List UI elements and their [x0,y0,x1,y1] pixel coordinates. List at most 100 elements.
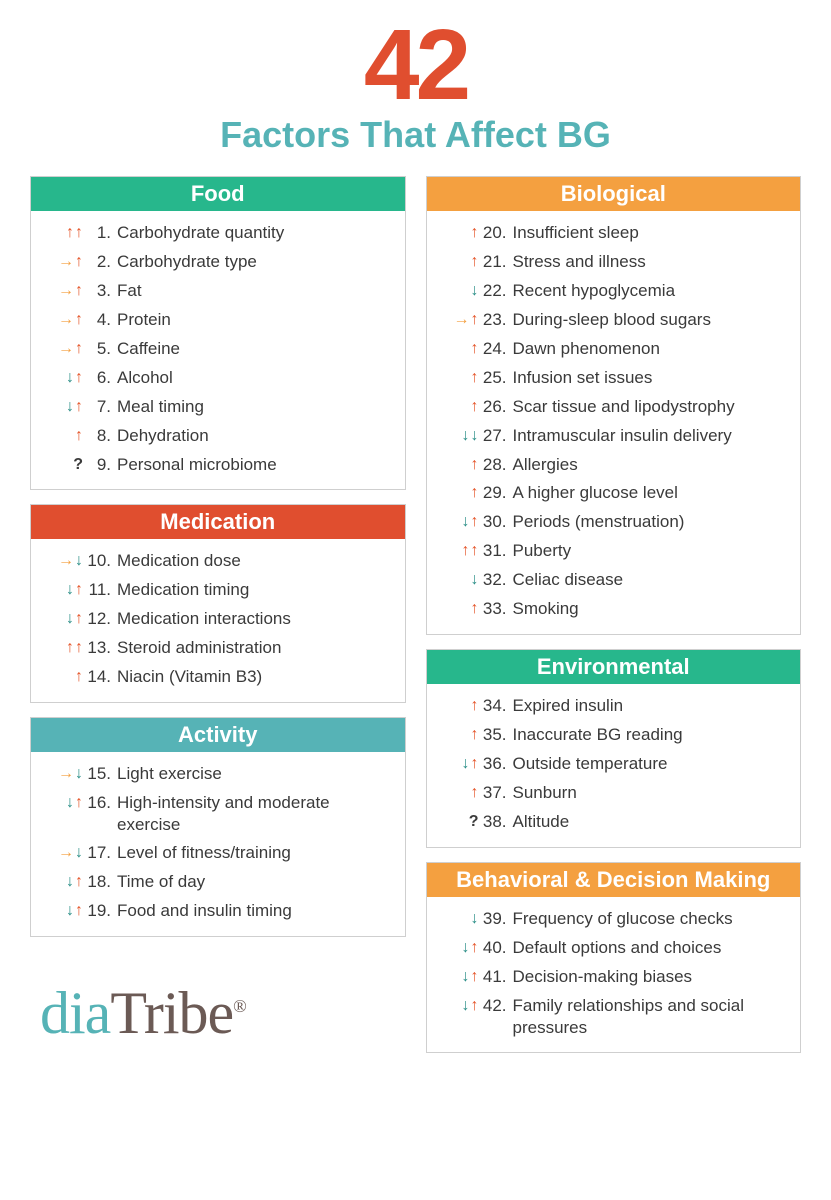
item-label: Medication timing [117,579,395,601]
section-items: →↓10.Medication dose↓↑11.Medication timi… [31,539,405,702]
item-number: 36. [479,753,513,776]
item-number: 31. [479,540,513,563]
big-number: 42 [30,20,801,110]
arrows: ↑ [41,425,83,447]
down-icon: ↓ [66,871,74,893]
item-label: Inaccurate BG reading [513,724,791,746]
arrows: ↑ [437,724,479,746]
arrows: ↓↑ [41,900,83,922]
item-number: 12. [83,608,117,631]
down-icon: ↓ [66,579,74,601]
up-icon: ↑ [471,511,479,533]
down-icon: ↓ [471,425,479,447]
item-label: Alcohol [117,367,395,389]
question-icon: ? [73,454,83,476]
arrows: ↓↑ [41,396,83,418]
item-number: 21. [479,251,513,274]
list-item: ↑20.Insufficient sleep [437,219,791,248]
section: Food↑↑1.Carbohydrate quantity→↑2.Carbohy… [30,176,406,490]
left-column: Food↑↑1.Carbohydrate quantity→↑2.Carbohy… [30,176,406,1053]
list-item: ↓32.Celiac disease [437,566,791,595]
arrows: ↑ [437,454,479,476]
item-number: 29. [479,482,513,505]
section: Medication→↓10.Medication dose↓↑11.Medic… [30,504,406,703]
item-number: 10. [83,550,117,573]
item-number: 5. [83,338,117,361]
section-header: Activity [31,718,405,752]
list-item: ↓↑40.Default options and choices [437,934,791,963]
up-icon: ↑ [75,367,83,389]
item-number: 18. [83,871,117,894]
list-item: ↑28.Allergies [437,451,791,480]
arrows: →↑ [41,338,83,360]
section-items: ↑20.Insufficient sleep↑21.Stress and ill… [427,211,801,634]
item-number: 26. [479,396,513,419]
list-item: →↓17.Level of fitness/training [41,839,395,868]
list-item: →↑23.During-sleep blood sugars [437,306,791,335]
list-item: ↑33.Smoking [437,595,791,624]
arrows: ↑ [437,598,479,620]
item-label: Dehydration [117,425,395,447]
item-label: Caffeine [117,338,395,360]
arrows: ↓↑ [437,995,479,1017]
section-header: Environmental [427,650,801,684]
item-number: 17. [83,842,117,865]
up-icon: ↑ [75,396,83,418]
item-number: 40. [479,937,513,960]
item-label: Stress and illness [513,251,791,273]
arrows: ↑↑ [41,637,83,659]
item-number: 13. [83,637,117,660]
right-icon: → [58,309,74,331]
arrows: ↑ [437,338,479,360]
list-item: ↓↑18.Time of day [41,868,395,897]
arrows: →↑ [437,309,479,331]
down-icon: ↓ [462,966,470,988]
item-label: High-intensity and moderate exercise [117,792,395,836]
item-label: Medication interactions [117,608,395,630]
subtitle: Factors That Affect BG [30,114,801,156]
arrows: ↓↑ [41,608,83,630]
item-label: Medication dose [117,550,395,572]
down-icon: ↓ [462,937,470,959]
list-item: →↑3.Fat [41,277,395,306]
item-number: 42. [479,995,513,1018]
down-icon: ↓ [66,396,74,418]
list-item: →↑2.Carbohydrate type [41,248,395,277]
down-icon: ↓ [75,550,83,572]
list-item: ↓↑12.Medication interactions [41,605,395,634]
header: 42 Factors That Affect BG [30,20,801,156]
section-items: →↓15.Light exercise↓↑16.High-intensity a… [31,752,405,936]
arrows: ↑ [437,222,479,244]
item-label: During-sleep blood sugars [513,309,791,331]
item-number: 6. [83,367,117,390]
arrows: ↓↑ [41,871,83,893]
up-icon: ↑ [471,454,479,476]
item-label: Celiac disease [513,569,791,591]
section: Biological↑20.Insufficient sleep↑21.Stre… [426,176,802,635]
item-label: Infusion set issues [513,367,791,389]
item-label: Decision-making biases [513,966,791,988]
arrows: ↑ [437,695,479,717]
item-label: Default options and choices [513,937,791,959]
up-icon: ↑ [471,222,479,244]
up-icon: ↑ [75,871,83,893]
item-label: Carbohydrate quantity [117,222,395,244]
arrows: ↓ [437,908,479,930]
logo: diaTribe® [30,979,406,1048]
up-icon: ↑ [471,695,479,717]
item-number: 15. [83,763,117,786]
down-icon: ↓ [462,753,470,775]
arrows: ↓↑ [41,579,83,601]
list-item: ↑↑1.Carbohydrate quantity [41,219,395,248]
down-icon: ↓ [66,367,74,389]
item-number: 23. [479,309,513,332]
right-column: Biological↑20.Insufficient sleep↑21.Stre… [426,176,802,1053]
section: Behavioral & Decision Making↓39.Frequenc… [426,862,802,1053]
item-number: 24. [479,338,513,361]
item-label: Puberty [513,540,791,562]
item-label: Steroid administration [117,637,395,659]
arrows: →↑ [41,251,83,273]
down-icon: ↓ [75,763,83,785]
list-item: ↑21.Stress and illness [437,248,791,277]
list-item: →↑4.Protein [41,306,395,335]
